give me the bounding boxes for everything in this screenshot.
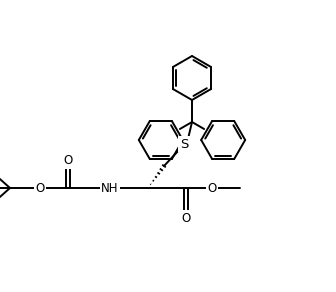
Text: NH: NH	[101, 182, 119, 194]
Text: O: O	[35, 182, 45, 194]
Text: O: O	[207, 182, 217, 194]
Text: O: O	[64, 154, 73, 168]
Text: S: S	[180, 138, 188, 150]
Text: O: O	[181, 211, 191, 225]
